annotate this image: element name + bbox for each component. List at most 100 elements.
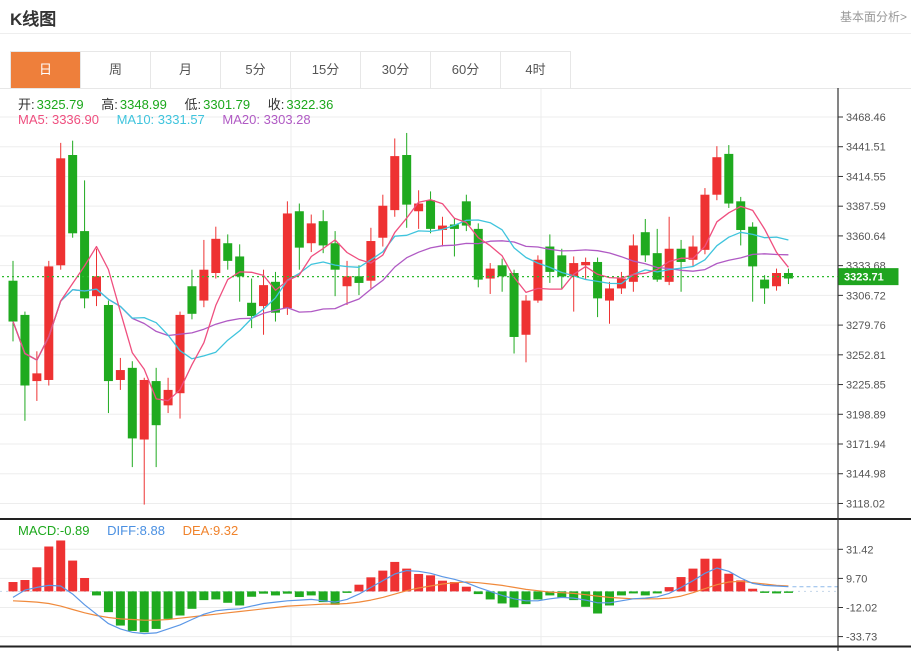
candle-body — [259, 285, 269, 307]
candle-body — [497, 265, 507, 277]
candle-body — [247, 302, 257, 317]
macd-label: MACD: — [18, 523, 60, 538]
candle-body — [378, 205, 388, 238]
macd-bar — [616, 591, 626, 596]
candle-body — [175, 314, 185, 394]
macd-bar — [306, 591, 316, 596]
macd-bar — [664, 587, 674, 592]
candle-body — [366, 241, 376, 281]
candle-body — [748, 226, 758, 267]
tab-week[interactable]: 周 — [81, 52, 151, 88]
macd-bar — [68, 560, 78, 592]
dea-line — [12, 580, 789, 621]
candle-body — [521, 300, 531, 335]
price-axis-label: 3279.76 — [846, 320, 886, 332]
ma-info-row: MA5: 3336.90 MA10: 3331.57 MA20: 3303.28 — [18, 112, 325, 127]
ohlc-info-row: 开: 3325.79 高: 3348.99 低: 3301.79 收: 3322.36 — [18, 94, 347, 113]
price-axis-label: 3306.72 — [846, 290, 886, 302]
macd-axis-label: -12.02 — [846, 603, 877, 615]
macd-info-row: MACD:-0.89 DIFF:8.88 DEA:9.32 — [18, 523, 252, 538]
macd-bar — [437, 580, 447, 592]
macd-bar — [330, 591, 340, 605]
macd-bar — [569, 591, 579, 601]
tab-60min[interactable]: 60分 — [431, 52, 501, 88]
macd-bar — [461, 586, 471, 592]
candle-body — [449, 224, 459, 229]
macd-bar — [557, 591, 567, 598]
candle-body — [402, 155, 412, 205]
macd-bar — [115, 591, 125, 626]
candle-body — [652, 253, 662, 280]
candle-body — [628, 245, 638, 282]
macd-bar — [270, 591, 280, 596]
macd-bar — [199, 591, 209, 601]
high-value: 3348.99 — [119, 97, 167, 112]
current-price-value: 3323.71 — [844, 272, 884, 284]
candle-body — [44, 266, 54, 380]
macd-bar — [676, 577, 686, 592]
dea-value: 9.32 — [212, 523, 239, 538]
candle-body — [509, 273, 519, 337]
candle-body — [139, 379, 149, 440]
macd-bar — [414, 573, 424, 592]
macd-bar — [712, 558, 722, 592]
ma5-label: MA5: — [18, 112, 49, 127]
candle-body — [211, 238, 221, 274]
macd-bar — [163, 591, 173, 619]
candle-body — [187, 286, 197, 314]
macd-bar — [533, 591, 543, 600]
macd-bar — [103, 591, 113, 613]
candle-body — [92, 276, 102, 297]
macd-bar — [354, 584, 364, 592]
candle-body — [557, 255, 567, 277]
price-axis-label: 3198.89 — [846, 409, 886, 421]
candle-body — [223, 243, 233, 261]
ma10-line — [12, 219, 789, 361]
price-axis-label: 3414.55 — [846, 171, 886, 183]
fundamental-analysis-link[interactable]: 基本面分析> — [839, 10, 907, 24]
ma20-label: MA20: — [222, 112, 260, 127]
macd-bar — [294, 591, 304, 598]
page-title: K线图 — [10, 10, 57, 29]
candle-body — [676, 248, 686, 262]
price-axis-label: 3360.64 — [846, 231, 886, 243]
candle-body — [318, 221, 328, 246]
candle-body — [127, 367, 137, 439]
macd-axis-label: 31.42 — [846, 544, 874, 556]
candle-body — [605, 288, 614, 301]
tab-5min[interactable]: 5分 — [221, 52, 291, 88]
macd-bar — [259, 591, 269, 594]
ma10-value: 3331.57 — [157, 112, 205, 127]
macd-bar — [628, 591, 638, 594]
candle-body — [772, 273, 782, 287]
macd-bar — [8, 582, 18, 592]
macd-bar — [151, 591, 161, 629]
tab-month[interactable]: 月 — [151, 52, 221, 88]
candle-body — [330, 243, 340, 270]
candle-body — [712, 157, 722, 195]
open-value: 3325.79 — [36, 97, 84, 112]
macd-bar — [426, 575, 436, 592]
macd-bar — [282, 591, 292, 594]
candle-body — [354, 276, 364, 283]
macd-bar — [44, 546, 54, 592]
tab-15min[interactable]: 15分 — [291, 52, 361, 88]
tab-day[interactable]: 日 — [11, 52, 81, 88]
high-label: 高: — [101, 97, 118, 112]
price-axis-label: 3387.59 — [846, 201, 886, 213]
macd-bar — [390, 561, 400, 592]
candle-body — [103, 304, 113, 382]
macd-bar — [318, 591, 328, 603]
tab-4hour[interactable]: 4时 — [501, 52, 570, 88]
candle-body — [414, 203, 424, 212]
candle-body — [724, 153, 734, 204]
low-value: 3301.79 — [203, 97, 251, 112]
candle-body — [282, 213, 292, 309]
candle-body — [426, 200, 436, 229]
macd-bar — [342, 591, 352, 593]
macd-bar — [783, 591, 793, 593]
dea-label: DEA: — [182, 523, 213, 538]
macd-bar — [521, 591, 531, 605]
tab-30min[interactable]: 30分 — [361, 52, 431, 88]
